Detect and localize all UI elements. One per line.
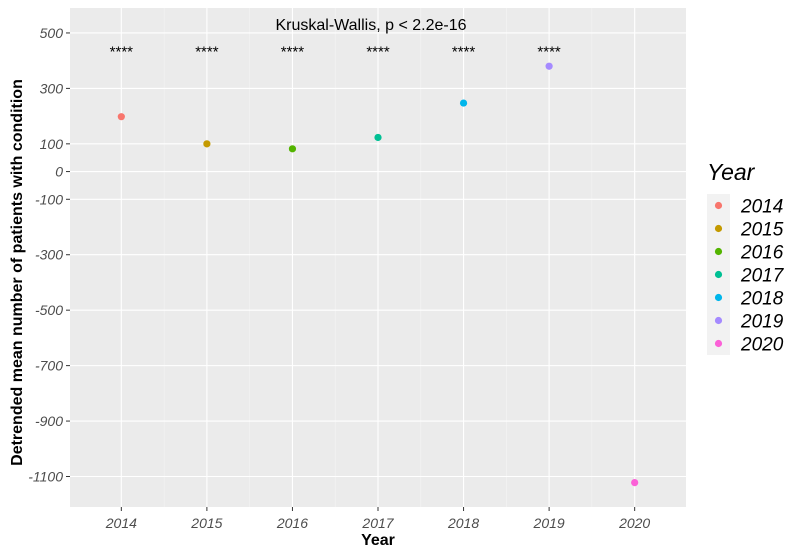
y-tick-label: -500 (35, 302, 63, 318)
x-tick-label: 2018 (447, 515, 479, 531)
data-point-2016 (288, 145, 297, 153)
legend-key-2019 (714, 316, 723, 325)
legend-label: 2015 (740, 220, 784, 241)
x-axis-title: Year (361, 532, 395, 549)
significance-label: **** (195, 44, 219, 61)
y-tick-label: -300 (35, 247, 63, 263)
x-tick-label: 2014 (105, 515, 137, 531)
significance-label: **** (110, 44, 134, 61)
y-tick-label: 500 (40, 25, 64, 41)
data-point-2019 (545, 62, 553, 70)
legend-label: 2014 (740, 197, 783, 218)
legend-key-2016 (714, 247, 723, 256)
y-tick-label: -900 (35, 413, 63, 429)
y-tick-label: -1100 (28, 469, 63, 485)
legend-key-2017 (714, 270, 723, 279)
data-point-2017 (374, 133, 382, 142)
y-tick-label: -700 (35, 358, 63, 374)
kruskal-wallis-annotation: Kruskal-Wallis, p < 2.2e-16 (275, 17, 466, 34)
legend-label: 2018 (740, 289, 784, 310)
data-point-2020 (631, 479, 639, 487)
y-axis-title: Detrended mean number of patients with c… (9, 79, 26, 466)
x-axis: 2014 2015 2016 2017 2018 2019 2020 (105, 507, 650, 531)
y-tick-label: 100 (40, 136, 64, 152)
x-tick-label: 2019 (533, 515, 565, 531)
significance-label: **** (452, 44, 476, 61)
legend-label: 2017 (740, 266, 785, 287)
y-tick-label: -100 (35, 191, 63, 207)
legend-title: Year (707, 159, 756, 185)
legend-key-2018 (714, 293, 723, 302)
y-tick-label: 0 (55, 164, 63, 180)
significance-label: **** (537, 44, 561, 61)
legend-key-2015 (714, 224, 723, 233)
legend-label: 2019 (740, 312, 784, 333)
y-axis: 500 300 100 0 -100 -300 -500 -700 -900 -1100 (28, 25, 70, 485)
x-tick-label: 2017 (361, 515, 394, 531)
data-point-2014 (117, 113, 125, 121)
grid-major (70, 8, 686, 507)
x-tick-label: 2015 (190, 515, 222, 531)
legend-label: 2020 (740, 335, 784, 356)
y-tick-label: 300 (40, 80, 64, 96)
x-tick-label: 2020 (618, 515, 650, 531)
significance-label: **** (281, 44, 305, 61)
legend-key-2020 (714, 339, 723, 348)
data-point-2018 (459, 99, 468, 107)
significance-labels: **** **** **** **** **** **** (110, 44, 561, 61)
data-points (117, 62, 639, 487)
data-point-2015 (203, 140, 211, 148)
significance-label: **** (366, 44, 390, 61)
legend-label: 2016 (740, 243, 784, 264)
legend-key-2014 (714, 201, 723, 210)
x-tick-label: 2016 (276, 515, 308, 531)
